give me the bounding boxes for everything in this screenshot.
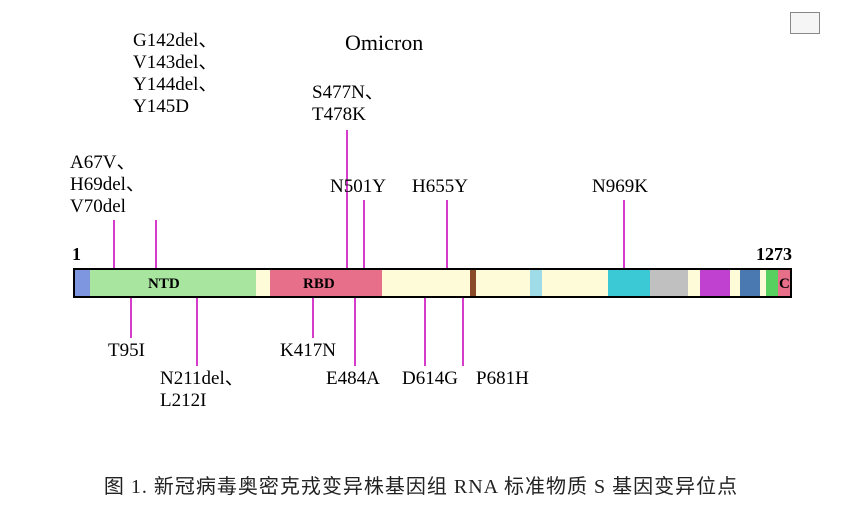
track-left-edge [73,268,75,298]
mutation-label-S477N-T478K: S477N、 T478K [312,82,384,126]
mutation-line-N501Y [363,200,365,268]
domain-mid4 [730,268,740,298]
track-start-label: 1 [72,244,81,265]
mutation-line-N969K [623,200,625,268]
mutation-line-T95I [130,298,132,338]
domain-light-blue-thin [530,268,542,298]
mutation-line-H655Y [446,200,448,268]
track-end-label: 1273 [756,244,792,265]
domain-post-rbd [382,268,470,298]
domain-mid1 [476,268,530,298]
domain-leader [75,268,90,298]
mutation-label-H655Y: H655Y [412,176,468,198]
mutation-label-A67V-H69del-V70del: A67V、 H69del、 V70del [70,152,145,218]
domain-mid3 [688,268,700,298]
domain-label-RBD: RBD [303,276,335,293]
mutation-label-T95I: T95I [108,340,145,362]
omicron-s-gene-diagram: Omicron 1 1273 NTD RBD C A67V、 H69del、 V70del G… [0,0,842,420]
mutation-label-N211del-L212I: N211del、 L212I [160,368,244,412]
diagram-title: Omicron [345,30,423,56]
mutation-line-G142del-V143del-Y144del-Y145D [155,220,157,268]
domain-cyan [608,268,650,298]
mutation-line-S477N-T478K [346,130,348,268]
domain-label-NTD: NTD [148,276,180,293]
mutation-label-N501Y: N501Y [330,176,386,198]
mutation-line-D614G [424,298,426,366]
mutation-label-D614G: D614G [402,368,458,390]
mutation-line-A67V-H69del-V70del [113,220,115,268]
domain-steelblue [740,268,760,298]
domain-mid2 [542,268,608,298]
figure-caption: 图 1. 新冠病毒奥密克戎变异株基因组 RNA 标准物质 S 基因变异位点 [0,470,842,499]
track-right-edge [790,268,792,298]
mutation-label-E484A: E484A [326,368,380,390]
mutation-line-P681H [462,298,464,366]
mutation-label-P681H: P681H [476,368,529,390]
mutation-label-G142del-V143del-Y144del-Y145D: G142del、 V143del、 Y144del、 Y145D [133,30,217,117]
mutation-line-K417N [312,298,314,338]
mutation-line-E484A [354,298,356,366]
domain-label-C: C [779,276,790,293]
domain-gap1 [256,268,270,298]
mutation-line-N211del-L212I [196,298,198,366]
domain-green2 [766,268,778,298]
mutation-label-K417N: K417N [280,340,336,362]
mutation-label-N969K: N969K [592,176,648,198]
domain-magenta [700,268,730,298]
domain-gray [650,268,688,298]
